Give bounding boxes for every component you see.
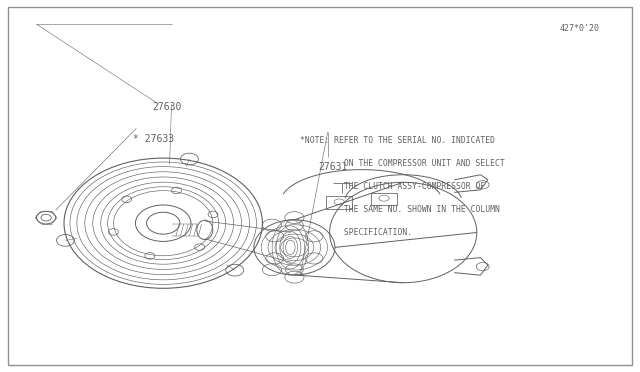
Text: THE SAME NO. SHOWN IN THE COLUMN: THE SAME NO. SHOWN IN THE COLUMN xyxy=(300,205,499,214)
Text: 427*0'20: 427*0'20 xyxy=(560,24,600,33)
Text: 27631: 27631 xyxy=(318,162,348,172)
Text: SPECIFICATION.: SPECIFICATION. xyxy=(300,228,412,237)
Text: * 27633: * 27633 xyxy=(133,134,174,144)
Text: *NOTE: REFER TO THE SERIAL NO. INDICATED: *NOTE: REFER TO THE SERIAL NO. INDICATED xyxy=(300,136,495,145)
Text: 27630: 27630 xyxy=(152,102,182,112)
Text: THE CLUTCH ASSY-COMPRESSOR OF: THE CLUTCH ASSY-COMPRESSOR OF xyxy=(300,182,484,191)
Text: ON THE COMPRESSOR UNIT AND SELECT: ON THE COMPRESSOR UNIT AND SELECT xyxy=(300,159,504,168)
